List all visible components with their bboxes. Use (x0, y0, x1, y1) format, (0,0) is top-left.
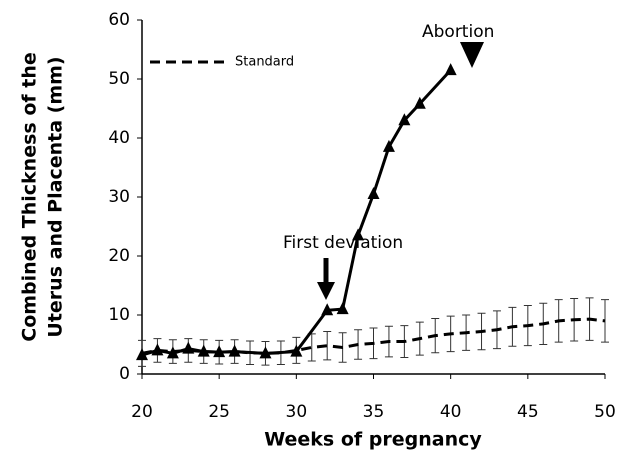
marker (228, 344, 241, 357)
y-tick-label: 40 (108, 128, 130, 148)
y-axis-label: Combined Thickness of the (19, 52, 41, 342)
marker (182, 341, 195, 354)
marker (290, 344, 303, 357)
x-tick-label: 35 (363, 402, 385, 422)
marker (166, 346, 179, 359)
x-tick-label: 50 (594, 402, 616, 422)
y-tick-label: 30 (108, 187, 130, 207)
series-line (141, 69, 452, 357)
marker (259, 346, 272, 359)
series-line (141, 317, 606, 355)
y-tick-label: 60 (108, 10, 130, 30)
marker (136, 348, 148, 361)
marker (352, 228, 365, 241)
x-tick-label: 25 (208, 402, 230, 422)
y-tick-label: 20 (108, 246, 130, 266)
error-bar (323, 331, 332, 361)
marker (413, 96, 426, 109)
annotation-arrow (317, 282, 335, 300)
marker (398, 113, 411, 126)
marker (197, 344, 210, 357)
y-axis-label: Uterus and Placenta (mm) (45, 56, 67, 337)
marker (151, 343, 164, 356)
marker (213, 345, 226, 358)
legend-label: Standard (235, 55, 294, 70)
marker (367, 187, 380, 200)
marker (444, 63, 457, 76)
x-tick-label: 40 (440, 402, 462, 422)
marker (321, 303, 334, 316)
x-tick-label: 30 (286, 402, 308, 422)
marker (336, 302, 349, 315)
y-tick-label: 50 (108, 69, 130, 89)
annotation: First deviation (283, 233, 403, 253)
y-tick-label: 10 (108, 305, 130, 325)
y-tick-label: 0 (119, 364, 130, 384)
x-tick-label: 20 (131, 402, 153, 422)
marker (382, 139, 395, 152)
error-bar (601, 299, 609, 343)
x-axis-label: Weeks of pregnancy (264, 429, 482, 451)
x-tick-label: 45 (517, 402, 539, 422)
annotation-arrow (460, 42, 484, 68)
annotation: Abortion (422, 22, 494, 42)
